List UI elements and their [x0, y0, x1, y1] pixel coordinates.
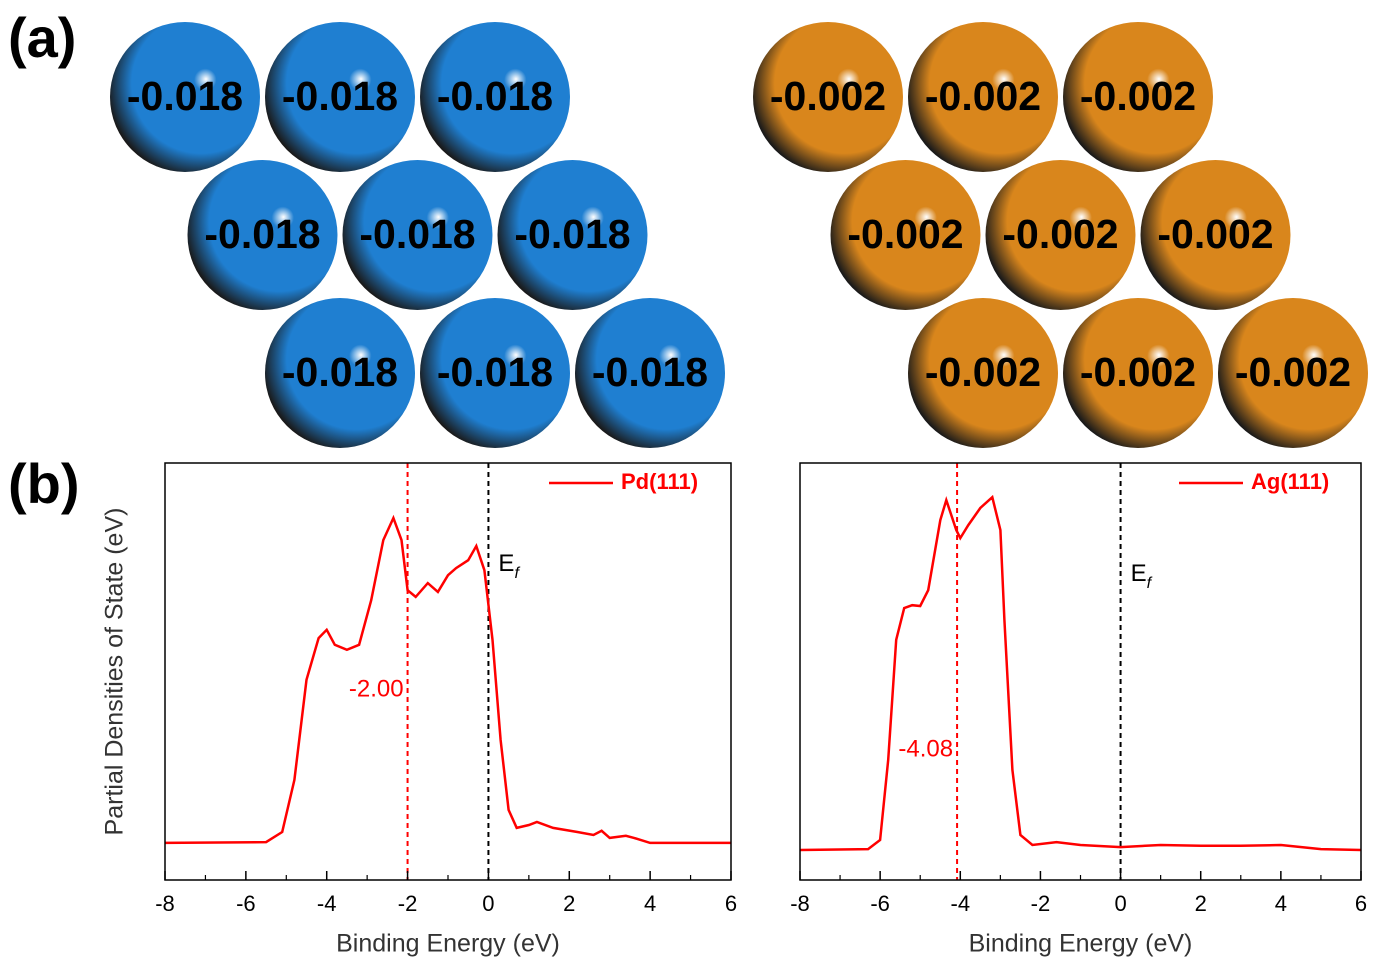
charge-label: -0.018 — [359, 211, 475, 257]
x-tick-label: 0 — [1114, 891, 1126, 916]
fermi-label-main: E — [1131, 560, 1147, 587]
x-tick-label: -2 — [1031, 891, 1051, 916]
atom — [497, 160, 648, 310]
atom — [342, 160, 493, 310]
x-tick-label: -4 — [317, 891, 337, 916]
atom — [1063, 22, 1213, 172]
atom — [187, 160, 338, 310]
charge-label: -0.002 — [925, 73, 1041, 119]
fermi-label: Ef — [1131, 560, 1153, 592]
fermi-label: Ef — [498, 550, 520, 582]
atom — [753, 22, 903, 172]
charge-label: -0.018 — [437, 349, 553, 395]
charge-label: -0.002 — [1157, 211, 1273, 257]
atom — [420, 22, 570, 172]
x-tick-label: -6 — [870, 891, 890, 916]
x-tick-label: 6 — [725, 891, 737, 916]
charge-label: -0.018 — [282, 349, 398, 395]
x-tick-label: -8 — [790, 891, 810, 916]
d-band-center-label: -2.00 — [349, 675, 404, 702]
atom — [985, 160, 1136, 310]
charge-label: -0.018 — [282, 73, 398, 119]
atom — [1140, 160, 1291, 310]
fermi-label-sub: f — [1147, 575, 1153, 592]
legend-label: Pd(111) — [621, 469, 698, 494]
panel-label: (b) — [8, 452, 80, 515]
charge-label: -0.018 — [437, 73, 553, 119]
atom — [420, 298, 570, 448]
x-tick-label: 0 — [482, 891, 494, 916]
charge-label: -0.018 — [592, 349, 708, 395]
x-tick-label: 6 — [1355, 891, 1367, 916]
panel-label: (a) — [8, 6, 76, 69]
pdos-line — [164, 514, 731, 845]
charge-label: -0.018 — [204, 211, 320, 257]
charge-label: -0.002 — [1235, 349, 1351, 395]
x-tick-label: -8 — [155, 891, 175, 916]
pdos-line — [799, 494, 1362, 852]
atom — [265, 298, 415, 448]
plot-frame — [164, 462, 732, 881]
charge-label: -0.002 — [1080, 73, 1196, 119]
x-tick-label: 4 — [644, 891, 656, 916]
charge-label: -0.002 — [1002, 211, 1118, 257]
atom — [110, 22, 260, 172]
atom — [265, 22, 415, 172]
fermi-label-sub: f — [514, 565, 520, 582]
y-axis-label: Partial Densities of State (eV) — [101, 508, 129, 836]
d-band-center-label: -4.08 — [898, 735, 953, 762]
x-axis-label: Binding Energy (eV) — [969, 930, 1193, 958]
fermi-label-main: E — [498, 550, 514, 577]
x-axis-label: Binding Energy (eV) — [336, 930, 560, 958]
plot-frame — [799, 462, 1362, 881]
x-tick-label: -4 — [951, 891, 971, 916]
charge-label: -0.018 — [127, 73, 243, 119]
charge-label: -0.002 — [1080, 349, 1196, 395]
atom — [908, 298, 1058, 448]
atom — [575, 298, 725, 448]
x-tick-label: 2 — [563, 891, 575, 916]
x-tick-label: 4 — [1275, 891, 1287, 916]
x-tick-label: -2 — [398, 891, 418, 916]
x-tick-label: 2 — [1195, 891, 1207, 916]
x-tick-label: -6 — [236, 891, 256, 916]
legend-label: Ag(111) — [1251, 469, 1329, 494]
atom — [830, 160, 981, 310]
charge-label: -0.018 — [514, 211, 630, 257]
charge-label: -0.002 — [925, 349, 1041, 395]
charge-label: -0.002 — [847, 211, 963, 257]
charge-label: -0.002 — [770, 73, 886, 119]
atom — [1218, 298, 1368, 448]
atom — [1063, 298, 1213, 448]
atom — [908, 22, 1058, 172]
